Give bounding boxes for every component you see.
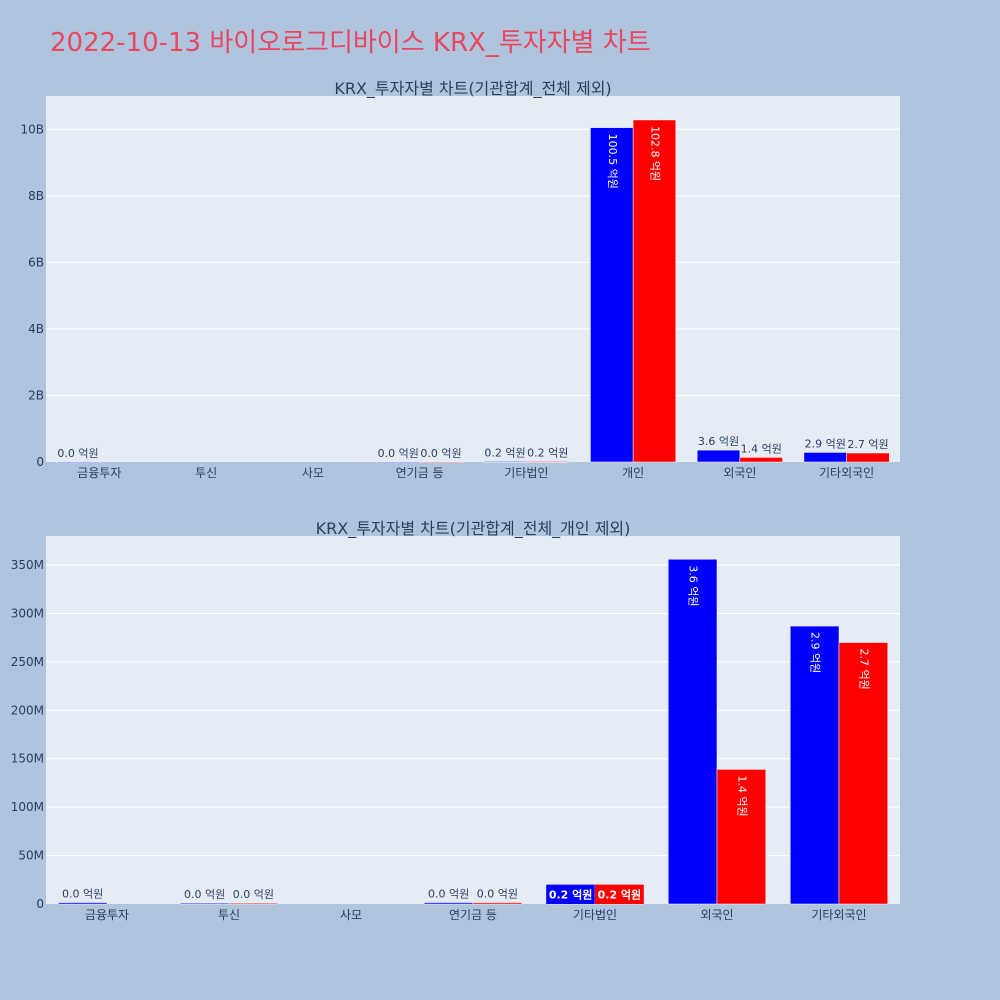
chart2-x-tick-label: 외국인 [700, 908, 733, 922]
chart1-data-label: 1.4 억원 [741, 442, 782, 455]
chart2-x-tick-label: 사모 [340, 908, 362, 922]
chart1-bar [803, 452, 847, 463]
chart2-x-tick-label: 연기금 등 [449, 908, 497, 922]
chart1-x-tick-label: 기타외국인 [819, 466, 874, 480]
chart2-data-label-bg [546, 884, 595, 904]
chart1-data-label: 0.0 억원 [57, 447, 98, 460]
chart1-y-tick-label: 8B [28, 189, 44, 203]
chart2-data-label: 0.0 억원 [184, 888, 225, 901]
chart2-y-tick-label: 200M [11, 703, 44, 717]
chart2-data-label: 0.2 억원 [549, 887, 593, 901]
chart2-data-label: 1.4 억원 [735, 775, 748, 816]
chart2-bar [838, 642, 889, 905]
chart2-x-tick-label: 기타외국인 [811, 908, 866, 922]
chart1-x-tick-label: 연기금 등 [396, 466, 444, 480]
chart1-bar [483, 461, 527, 463]
chart2-y-tick-label: 100M [11, 800, 44, 814]
chart2-data-label: 3.6 억원 [687, 565, 700, 606]
chart1-x-tick-label: 금융투자 [77, 466, 121, 480]
chart2-data-label-bg [595, 884, 644, 904]
chart1-data-label: 3.6 억원 [698, 435, 739, 448]
chart2-y-tick-label: 0 [36, 897, 44, 911]
chart1-data-label: 100.5 억원 [606, 134, 619, 189]
chart1-bar [419, 461, 463, 464]
chart1-bar [376, 461, 420, 464]
chart1-x-tick-label: 투신 [195, 466, 217, 480]
chart2-bar [789, 625, 840, 905]
chart1-x-tick-label: 외국인 [723, 466, 756, 480]
chart1-y-tick-label: 4B [28, 322, 44, 336]
chart1-y-tick-label: 2B [28, 388, 44, 402]
chart1-y-tick-label: 10B [20, 122, 44, 136]
chart2-plot-area [46, 536, 900, 904]
chart1-data-label: 0.0 억원 [378, 447, 419, 460]
chart2-data-label: 2.9 억원 [809, 632, 822, 673]
chart2-x-tick-label: 투신 [218, 908, 240, 922]
chart2-x-tick-label: 기타법인 [573, 908, 617, 922]
chart1-x-tick-label: 개인 [622, 466, 644, 480]
chart2-bar [472, 902, 523, 905]
chart2-bar [423, 902, 474, 905]
chart2-data-label: 0.2 억원 [598, 887, 642, 901]
chart1-data-label: 0.2 억원 [527, 447, 568, 460]
chart2-y-tick-label: 250M [11, 655, 44, 669]
page-title: 2022-10-13 바이오로그디바이스 KRX_투자자별 차트 [50, 28, 651, 58]
chart2-data-label: 0.0 억원 [477, 888, 518, 901]
chart2-title: KRX_투자자별 차트(기관합계_전체_개인 제외) [316, 519, 631, 539]
chart1-data-label: 0.0 억원 [420, 447, 461, 460]
chart1-bar [739, 457, 783, 463]
chart2-data-label: 0.0 억원 [428, 888, 469, 901]
chart1-bar [526, 461, 570, 463]
chart1-bar [590, 127, 634, 463]
chart2-bar [228, 902, 279, 905]
chart1-data-label: 0.2 억원 [484, 447, 525, 460]
chart1-data-label: 2.9 억원 [805, 437, 846, 450]
chart1-y-tick-label: 0 [36, 455, 44, 469]
chart2-bar [179, 902, 230, 905]
chart2-y-tick-label: 50M [18, 849, 44, 863]
chart1-title: KRX_투자자별 차트(기관합계_전체 제외) [334, 79, 611, 99]
chart2-data-label: 0.0 억원 [233, 888, 274, 901]
chart1-x-tick-label: 기타법인 [504, 466, 548, 480]
chart1-x-tick-label: 사모 [302, 466, 324, 480]
chart1-data-label: 102.8 억원 [648, 126, 661, 181]
chart1-plot-area [46, 96, 900, 462]
chart2-data-label: 2.7 억원 [857, 649, 870, 690]
chart1-data-label: 2.7 억원 [847, 438, 888, 451]
chart2-bar [667, 558, 718, 905]
chart2-x-tick-label: 금융투자 [85, 908, 129, 922]
chart1-bar [696, 449, 741, 463]
chart2-y-tick-label: 350M [11, 558, 44, 572]
chart1-bar [846, 452, 890, 463]
chart1-y-tick-label: 6B [28, 255, 44, 269]
chart2-data-label: 0.0 억원 [62, 888, 103, 901]
chart2-y-tick-label: 150M [11, 752, 44, 766]
chart2-bar [716, 769, 767, 905]
chart2-y-tick-label: 300M [11, 606, 44, 620]
chart2-bar [57, 902, 108, 905]
chart1-bar [56, 461, 100, 464]
chart1-bar [632, 119, 677, 463]
